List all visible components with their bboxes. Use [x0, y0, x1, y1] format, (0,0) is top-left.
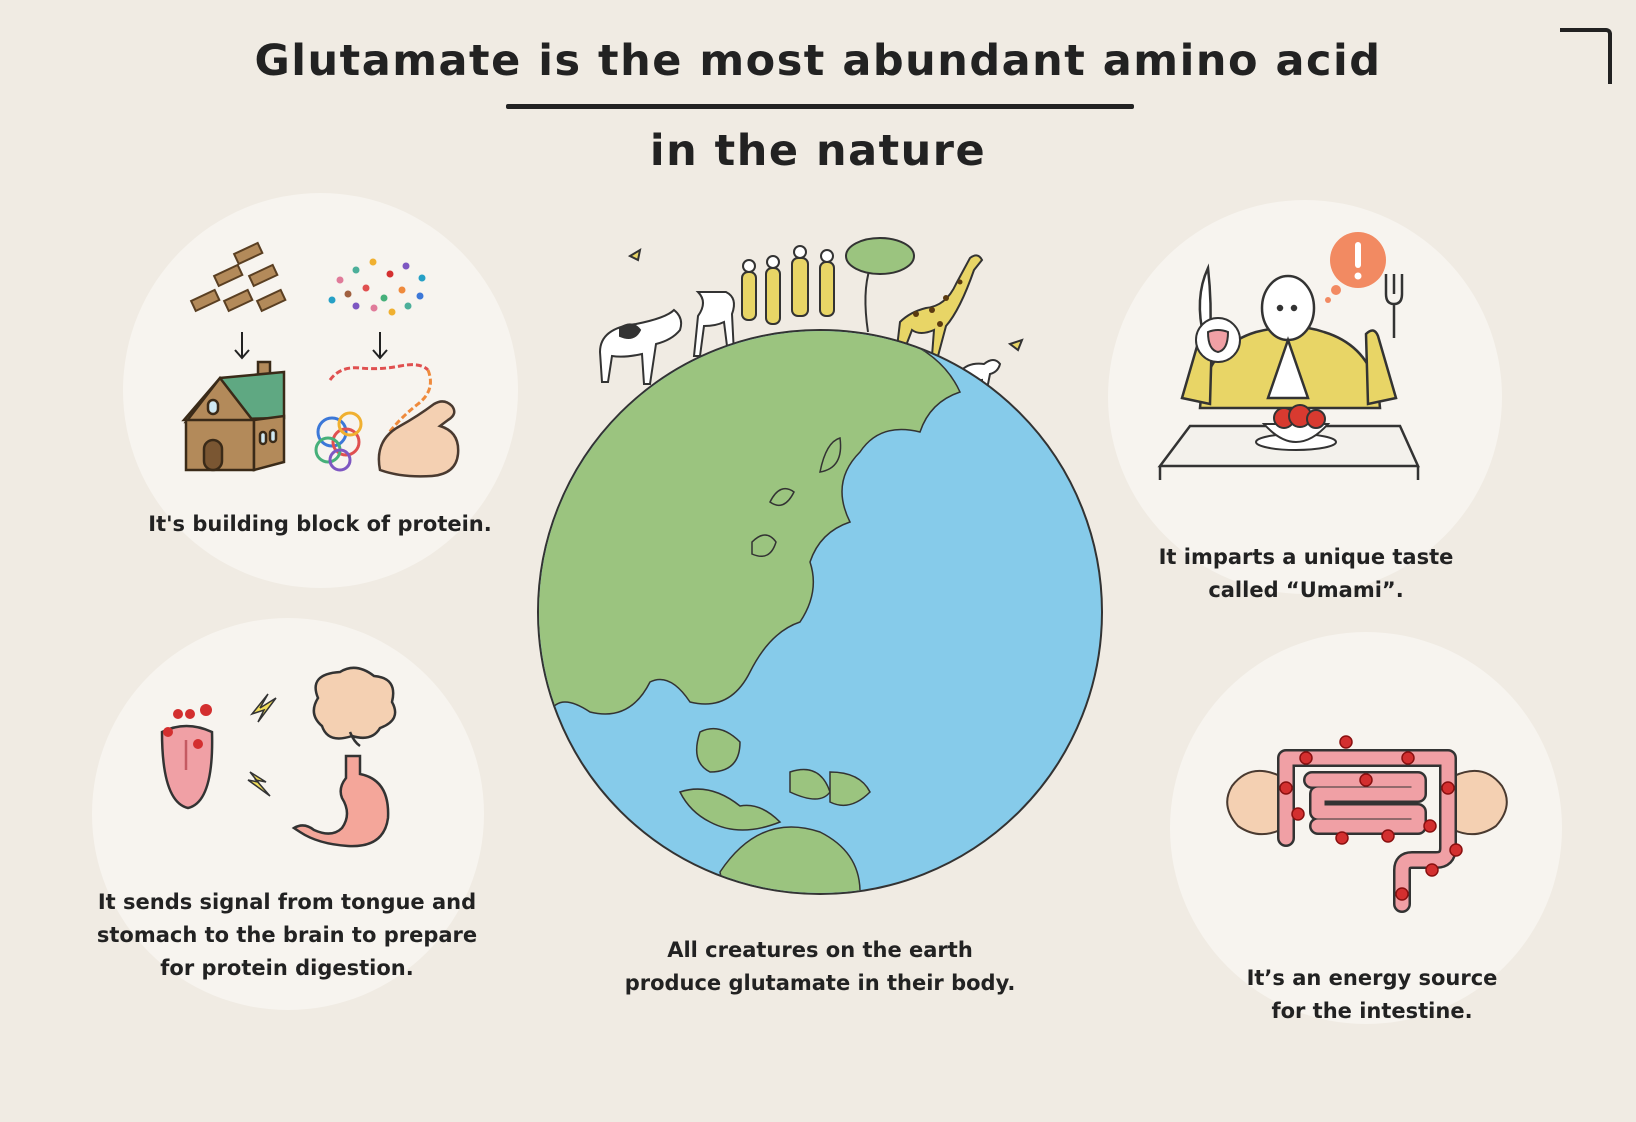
tongue-icon: [160, 704, 214, 810]
amino-dots-icon: [328, 258, 426, 316]
house-icon: [181, 360, 286, 472]
caption-signal-line-1: It sends signal from tongue and: [97, 890, 477, 914]
caption-protein-line: It's building block of protein.: [148, 512, 492, 536]
creatures-row-icon: [598, 237, 1024, 395]
caption-signal-line-2: stomach to the brain to prepare: [96, 923, 478, 947]
stomach-icon: [291, 754, 390, 848]
title-line-2: in the nature: [649, 126, 987, 176]
caption-umami-line-2: called “Umami”.: [1208, 578, 1404, 602]
caption-umami: It imparts a unique taste called “Umami”…: [1106, 541, 1506, 607]
caption-energy-line-2: for the intestine.: [1271, 999, 1473, 1023]
lightning-icon: [247, 693, 277, 797]
caption-signal-line-3: for protein digestion.: [160, 956, 414, 980]
bubble-signal: [92, 618, 484, 1010]
fork-icon: [1384, 274, 1404, 338]
brain-icon: [312, 666, 397, 748]
signal-illustration: [160, 666, 397, 848]
bubble-protein: [123, 193, 518, 588]
caption-umami-line-1: It imparts a unique taste: [1158, 545, 1454, 569]
caption-energy-line-1: It’s an energy source: [1246, 966, 1498, 990]
title-underline: [506, 104, 1134, 109]
intestine-illustration: [1226, 735, 1508, 913]
caption-signal: It sends signal from tongue and stomach …: [87, 886, 487, 985]
protein-illustration: [181, 241, 460, 478]
blocks-icon: [189, 241, 287, 313]
globe-illustration: [537, 237, 1103, 895]
caption-earth-line-1: All creatures on the earth: [667, 938, 973, 962]
globe-icon: [537, 329, 1103, 895]
tomato-bowl-icon: [1255, 404, 1337, 451]
tongue-bubble-icon: [1195, 317, 1241, 363]
muscle-arms-icon: [1226, 769, 1508, 836]
title-line-1: Glutamate is the most abundant amino aci…: [254, 36, 1382, 86]
glutamate-dots: [1279, 735, 1463, 901]
caption-earth-line-2: produce glutamate in their body.: [624, 971, 1016, 995]
exclamation-icon: [1325, 232, 1386, 303]
caption-energy: It’s an energy source for the intestine.: [1172, 962, 1572, 1028]
folded-protein-icon: [314, 363, 432, 472]
arrow-down-icon: [234, 332, 388, 360]
muscle-arm-icon: [377, 400, 460, 478]
caption-earth: All creatures on the earth produce gluta…: [620, 934, 1020, 1000]
umami-illustration: [1157, 232, 1420, 480]
corner-bracket-icon: [1560, 28, 1612, 84]
caption-protein: It's building block of protein.: [120, 508, 520, 541]
